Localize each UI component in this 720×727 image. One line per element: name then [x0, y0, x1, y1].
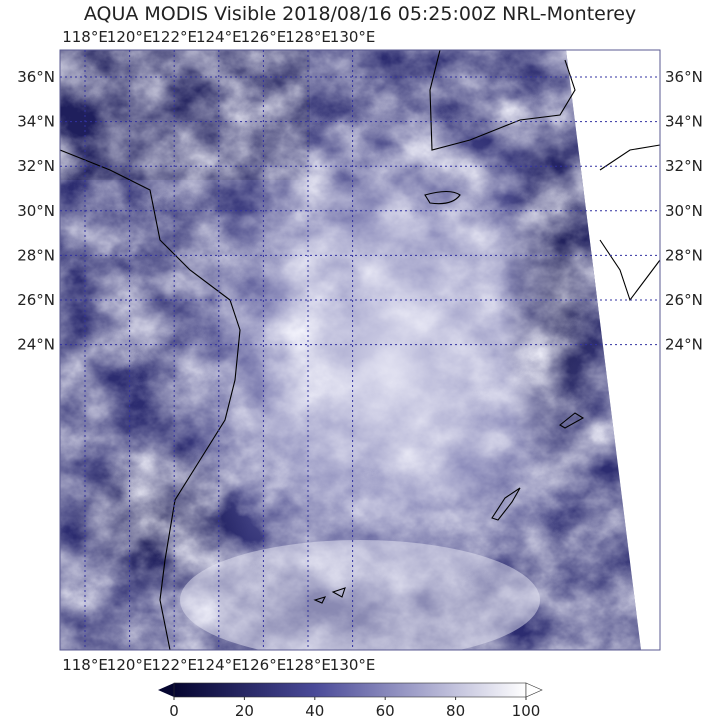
lon-label: 122°E: [151, 656, 197, 674]
colorbar-label: 0: [169, 702, 179, 720]
colorbar: [158, 682, 543, 698]
lat-label: 28°N: [17, 246, 55, 264]
lat-label: 26°N: [665, 291, 703, 309]
lon-label: 120°E: [107, 656, 153, 674]
lon-label: 128°E: [285, 28, 331, 46]
lat-label: 26°N: [17, 291, 55, 309]
lat-label: 32°N: [17, 157, 55, 175]
lon-label: 126°E: [241, 28, 287, 46]
lat-label: 34°N: [665, 113, 703, 131]
lat-label: 24°N: [665, 336, 703, 354]
lon-label: 124°E: [196, 656, 242, 674]
lon-label: 124°E: [196, 28, 242, 46]
lon-label: 120°E: [107, 28, 153, 46]
lon-label: 130°E: [330, 656, 376, 674]
lat-label: 28°N: [665, 246, 703, 264]
lon-label: 126°E: [241, 656, 287, 674]
coastlines: [59, 49, 661, 651]
lat-label: 36°N: [17, 68, 55, 86]
lon-label: 130°E: [330, 28, 376, 46]
lat-label: 30°N: [665, 202, 703, 220]
title: AQUA MODIS Visible 2018/08/16 05:25:00Z …: [84, 3, 636, 25]
colorbar-label: 40: [305, 702, 324, 720]
colorbar-label: 60: [376, 702, 395, 720]
lon-label: 118°E: [62, 656, 108, 674]
lat-label: 24°N: [17, 336, 55, 354]
lat-label: 32°N: [665, 157, 703, 175]
colorbar-label: 100: [512, 702, 541, 720]
lat-label: 36°N: [665, 68, 703, 86]
lon-label: 122°E: [151, 28, 197, 46]
lat-label: 30°N: [17, 202, 55, 220]
lat-label: 34°N: [17, 113, 55, 131]
imagery: [60, 50, 641, 650]
colorbar-label: 20: [235, 702, 254, 720]
colorbar-label: 80: [446, 702, 465, 720]
lon-label: 118°E: [62, 28, 108, 46]
map-frame: [59, 49, 661, 651]
lon-label: 128°E: [285, 656, 331, 674]
